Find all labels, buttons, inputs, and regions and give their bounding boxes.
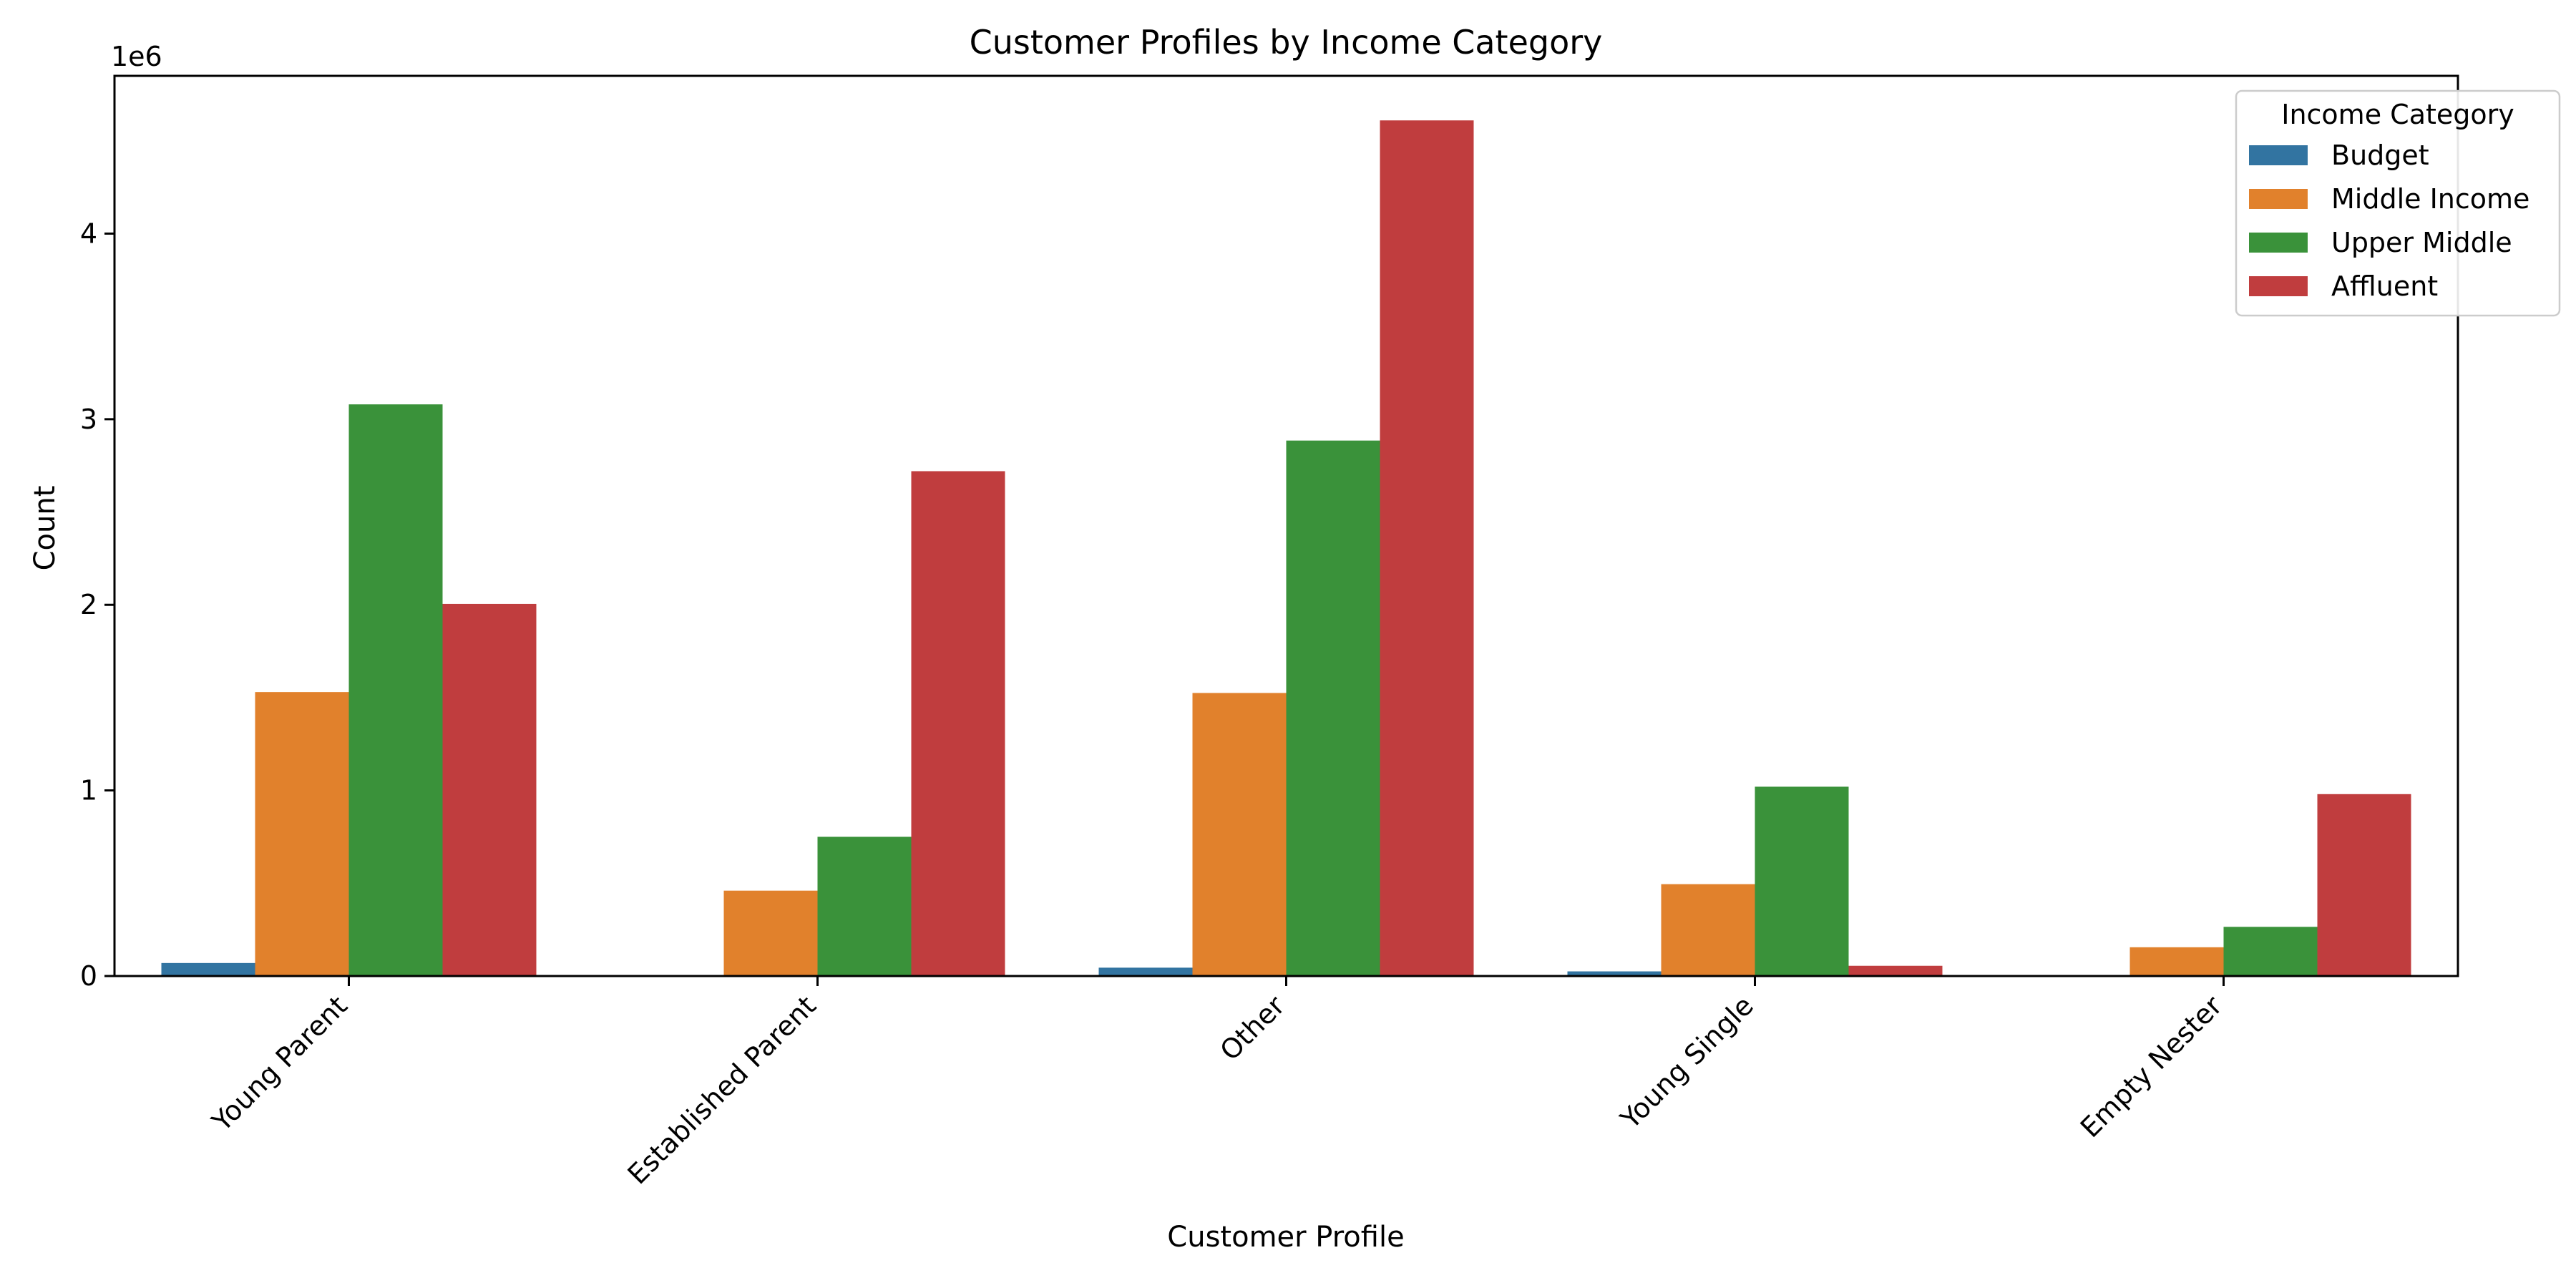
- bar-middle-income-young-single: [1661, 884, 1755, 976]
- legend-title: Income Category: [2281, 99, 2514, 130]
- bar-budget-young-parent: [161, 962, 255, 976]
- legend-swatch-middle-income: [2249, 189, 2308, 209]
- legend-swatch-budget: [2249, 145, 2308, 165]
- legend-swatch-affluent: [2249, 276, 2308, 296]
- bar-upper-middle-other: [1286, 440, 1380, 976]
- legend-swatch-upper-middle: [2249, 233, 2308, 253]
- bar-budget-other: [1098, 967, 1193, 976]
- bar-affluent-other: [1380, 120, 1474, 976]
- chart-title: Customer Profiles by Income Category: [970, 23, 1603, 62]
- bar-middle-income-other: [1192, 693, 1287, 976]
- legend-label-middle-income: Middle Income: [2331, 183, 2529, 215]
- y-tick-label-4: 4: [80, 218, 97, 249]
- bar-affluent-empty-nester: [2317, 794, 2411, 976]
- y-tick-label-0: 0: [80, 960, 97, 992]
- bar-upper-middle-young-single: [1755, 786, 1849, 976]
- y-tick-label-3: 3: [80, 404, 97, 435]
- legend-label-budget: Budget: [2331, 140, 2429, 171]
- bar-affluent-established-parent: [911, 471, 1005, 976]
- bar-affluent-young-single: [1848, 965, 1943, 976]
- bar-upper-middle-young-parent: [348, 404, 443, 976]
- x-axis-label: Customer Profile: [1167, 1221, 1404, 1254]
- legend: Income Category Budget Middle Income Upper …: [2235, 89, 2561, 317]
- bar-middle-income-established-parent: [723, 890, 818, 976]
- bar-budget-young-single: [1567, 971, 1662, 976]
- legend-label-upper-middle: Upper Middle: [2331, 227, 2512, 258]
- bar-affluent-young-parent: [442, 603, 537, 976]
- bar-upper-middle-empty-nester: [2223, 927, 2318, 976]
- y-offset-label: 1e6: [111, 41, 162, 72]
- bars-layer: [161, 120, 2411, 976]
- y-axis-label: Count: [29, 486, 62, 571]
- legend-frame: [2235, 89, 2561, 317]
- bar-middle-income-empty-nester: [2129, 947, 2224, 976]
- y-tick-label-1: 1: [80, 775, 97, 806]
- bar-upper-middle-established-parent: [817, 836, 912, 976]
- bar-middle-income-young-parent: [255, 692, 349, 976]
- legend-label-affluent: Affluent: [2331, 270, 2438, 302]
- y-tick-label-2: 2: [80, 589, 97, 620]
